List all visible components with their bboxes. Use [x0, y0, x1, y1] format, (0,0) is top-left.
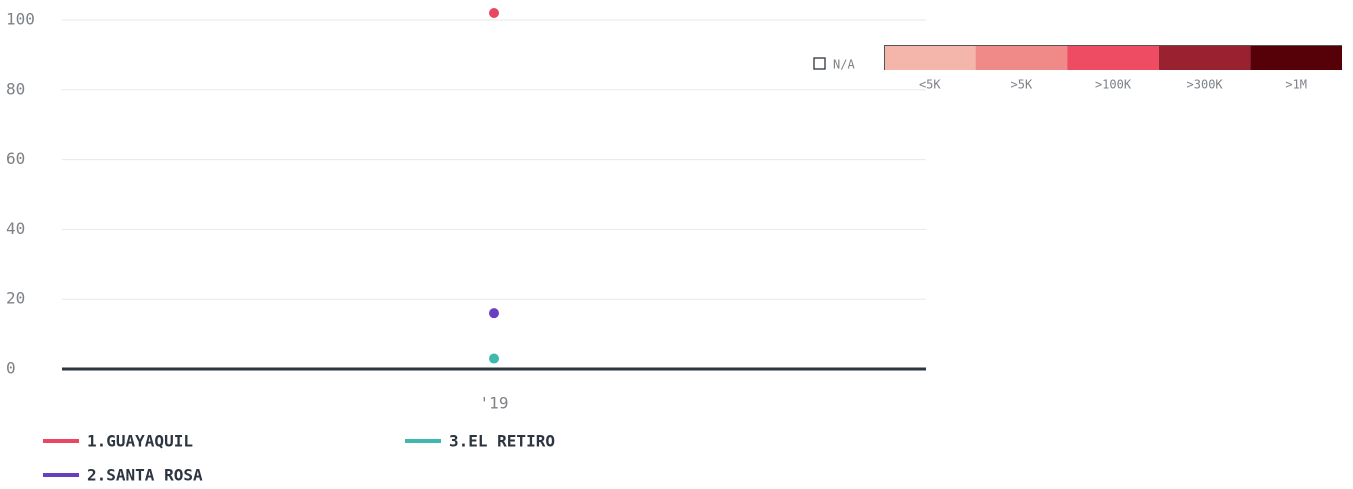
legend-label: 1.GUAYAQUIL [87, 432, 193, 451]
legend-label: 3.EL RETIRO [449, 432, 555, 451]
scale-label: >5K [1011, 78, 1033, 92]
point [488, 307, 500, 320]
point [488, 7, 500, 19]
na-label: N/A [833, 58, 855, 72]
scale-bin [975, 46, 1068, 70]
scale-bin [884, 46, 976, 70]
x-tick-label: '19 [480, 394, 509, 413]
scale-bin [1158, 46, 1251, 70]
scale-label: <5K [919, 78, 941, 92]
y-tick-label: 40 [6, 219, 25, 238]
scale-label: >1M [1285, 78, 1307, 92]
point [488, 352, 500, 365]
scale-label: >300K [1187, 78, 1224, 92]
y-tick-label: 0 [6, 359, 16, 378]
legend-label: 2.SANTA ROSA [87, 466, 203, 485]
y-tick-label: 100 [6, 9, 35, 28]
y-tick-label: 60 [6, 149, 25, 168]
scale-label: >100K [1095, 78, 1132, 92]
scale-bin [1250, 46, 1342, 70]
y-tick-label: 80 [6, 79, 25, 98]
na-box [813, 57, 826, 70]
scale-bin [1067, 46, 1159, 70]
y-tick-label: 20 [6, 289, 25, 308]
